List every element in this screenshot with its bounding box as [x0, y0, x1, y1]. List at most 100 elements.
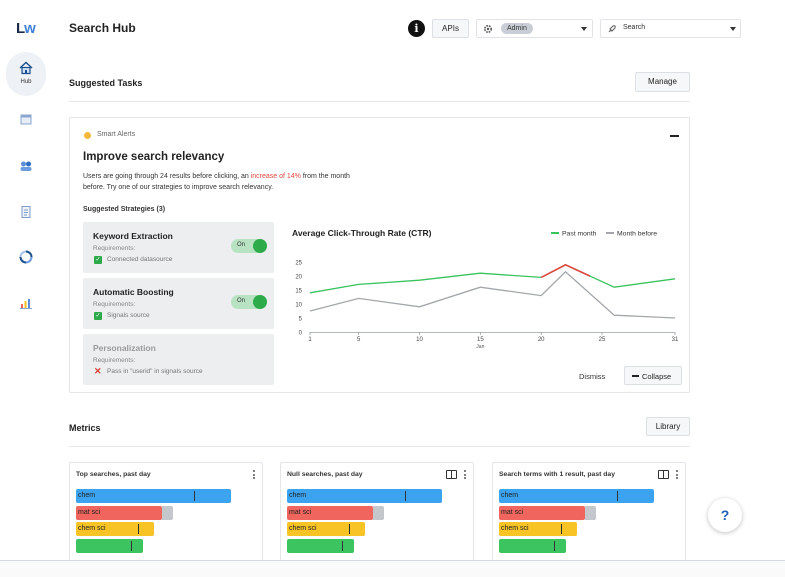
checkmark-icon: ✓: [94, 256, 102, 264]
users-icon[interactable]: [18, 158, 34, 174]
sidebar: Lw Hub: [0, 0, 52, 560]
gear-icon: [483, 24, 493, 34]
metric-bar[interactable]: [76, 538, 143, 553]
metric-bar[interactable]: chem: [76, 489, 231, 503]
metrics-title: Metrics: [69, 423, 101, 433]
metric-bar-marker: [342, 540, 343, 551]
home-icon: [19, 61, 33, 75]
metric-card-title: Top searches, past day: [76, 471, 151, 478]
metric-card-title: Null searches, past day: [287, 471, 363, 478]
x-tick-label: 31: [672, 337, 679, 343]
y-tick-label: 25: [295, 261, 302, 267]
strategy-name: Keyword Extraction: [93, 231, 173, 241]
strategies-title: Suggested Strategies (3): [83, 206, 166, 213]
collapse-label: Collapse: [642, 372, 672, 381]
metric-bar-label: chem: [78, 492, 96, 499]
dismiss-button[interactable]: Dismiss: [579, 372, 606, 381]
page-title: Search Hub: [69, 21, 136, 35]
search-select[interactable]: Search: [600, 19, 741, 38]
checkmark-icon: ✓: [94, 312, 102, 320]
x-tick-label: 20: [538, 337, 545, 343]
metric-bar[interactable]: [287, 538, 354, 553]
analytics-icon[interactable]: [18, 295, 34, 311]
divider: [69, 101, 690, 102]
strategy-keyword-extraction: Keyword Extraction Requirements: ✓ Conne…: [83, 222, 274, 273]
help-button[interactable]: ?: [708, 498, 742, 532]
strategy-condition: Signals source: [107, 312, 150, 319]
metric-bar[interactable]: mat sci: [287, 505, 384, 520]
series-line: [309, 270, 676, 319]
keyword-extraction-toggle[interactable]: On: [231, 239, 267, 253]
metric-bar-label: mat sci: [501, 508, 524, 516]
x-tick-label: 1: [308, 337, 312, 343]
metric-bar-marker: [617, 491, 618, 501]
document-icon[interactable]: [18, 204, 34, 220]
metric-bar[interactable]: chem sci: [76, 522, 154, 536]
metric-bar-label: mat sci: [78, 508, 101, 516]
metric-bar-marker: [561, 524, 562, 534]
rocket-icon: [608, 25, 616, 33]
divider: [0, 560, 785, 561]
chevron-down-icon: [730, 27, 736, 31]
metric-bar-label: mat sci: [289, 508, 312, 516]
apis-button[interactable]: APIs: [432, 19, 469, 38]
footer-area: [0, 561, 785, 577]
browser-window-icon[interactable]: [18, 112, 34, 128]
metric-bar-remainder: [585, 505, 596, 520]
strategy-name: Automatic Boosting: [93, 287, 174, 297]
legend-label: Past month: [562, 231, 597, 238]
metric-card: Search terms with 1 result, past day chem…: [492, 462, 686, 562]
metric-bar[interactable]: chem sci: [287, 522, 365, 536]
lightbulb-icon: [84, 132, 91, 139]
strategy-automatic-boosting: Automatic Boosting Requirements: ✓ Signa…: [83, 278, 274, 329]
admin-select[interactable]: Admin: [476, 19, 593, 38]
manage-button[interactable]: Manage: [635, 72, 690, 92]
metric-bar-marker: [138, 524, 139, 534]
metric-bar-label: chem sci: [501, 525, 529, 532]
metric-bar-marker: [405, 491, 406, 501]
more-options-icon[interactable]: [253, 469, 256, 480]
y-tick-label: 15: [295, 289, 302, 295]
metric-bar-remainder: [373, 505, 384, 520]
y-tick-label: 10: [295, 303, 302, 309]
x-tick-label: 10: [416, 337, 423, 343]
legend-label: Month before: [617, 231, 657, 238]
more-options-icon[interactable]: [464, 469, 467, 480]
metric-bar-marker: [349, 524, 350, 534]
library-button[interactable]: Library: [646, 417, 690, 436]
more-options-icon[interactable]: [676, 469, 679, 480]
smart-alerts-label: Smart Alerts: [97, 131, 136, 138]
metric-bar[interactable]: mat sci: [499, 505, 596, 520]
chevron-down-icon: [581, 27, 587, 31]
table-view-icon[interactable]: [446, 470, 457, 479]
minimize-icon[interactable]: [670, 135, 679, 137]
automatic-boosting-toggle[interactable]: On: [231, 295, 267, 309]
metric-bar[interactable]: mat sci: [76, 505, 173, 520]
increase-highlight: increase of 14%: [250, 173, 301, 180]
y-tick-label: 20: [295, 275, 302, 281]
info-icon[interactable]: i: [408, 20, 425, 37]
search-select-value: Search: [623, 24, 646, 31]
collapse-button[interactable]: Collapse: [624, 366, 682, 385]
metric-bar-marker: [194, 491, 195, 501]
strategy-name: Personalization: [93, 343, 156, 353]
strategy-personalization: Personalization Requirements: ✕ Pass in …: [83, 334, 274, 385]
app-logo[interactable]: Lw: [16, 20, 36, 37]
metric-bar[interactable]: chem: [287, 489, 442, 503]
x-tick-label: 25: [599, 337, 606, 343]
metric-bar[interactable]: [499, 538, 566, 553]
x-tick-label: 15: [477, 337, 484, 343]
table-view-icon[interactable]: [658, 470, 669, 479]
sidebar-item-hub[interactable]: Hub: [6, 52, 46, 96]
chart-title: Average Click-Through Rate (CTR): [292, 228, 432, 238]
strategy-requirements-label: Requirements:: [93, 245, 136, 252]
strategy-requirements-label: Requirements:: [93, 357, 136, 364]
admin-select-value: Admin: [501, 23, 533, 34]
alert-title: Improve search relevancy: [83, 151, 225, 163]
sync-icon[interactable]: [18, 249, 34, 265]
x-axis-label: Jan: [476, 344, 484, 350]
alert-description: Users are going through 24 results befor…: [83, 173, 350, 191]
series-line: [309, 264, 676, 294]
metric-bar[interactable]: chem: [499, 489, 654, 503]
metric-bar[interactable]: chem sci: [499, 522, 577, 536]
